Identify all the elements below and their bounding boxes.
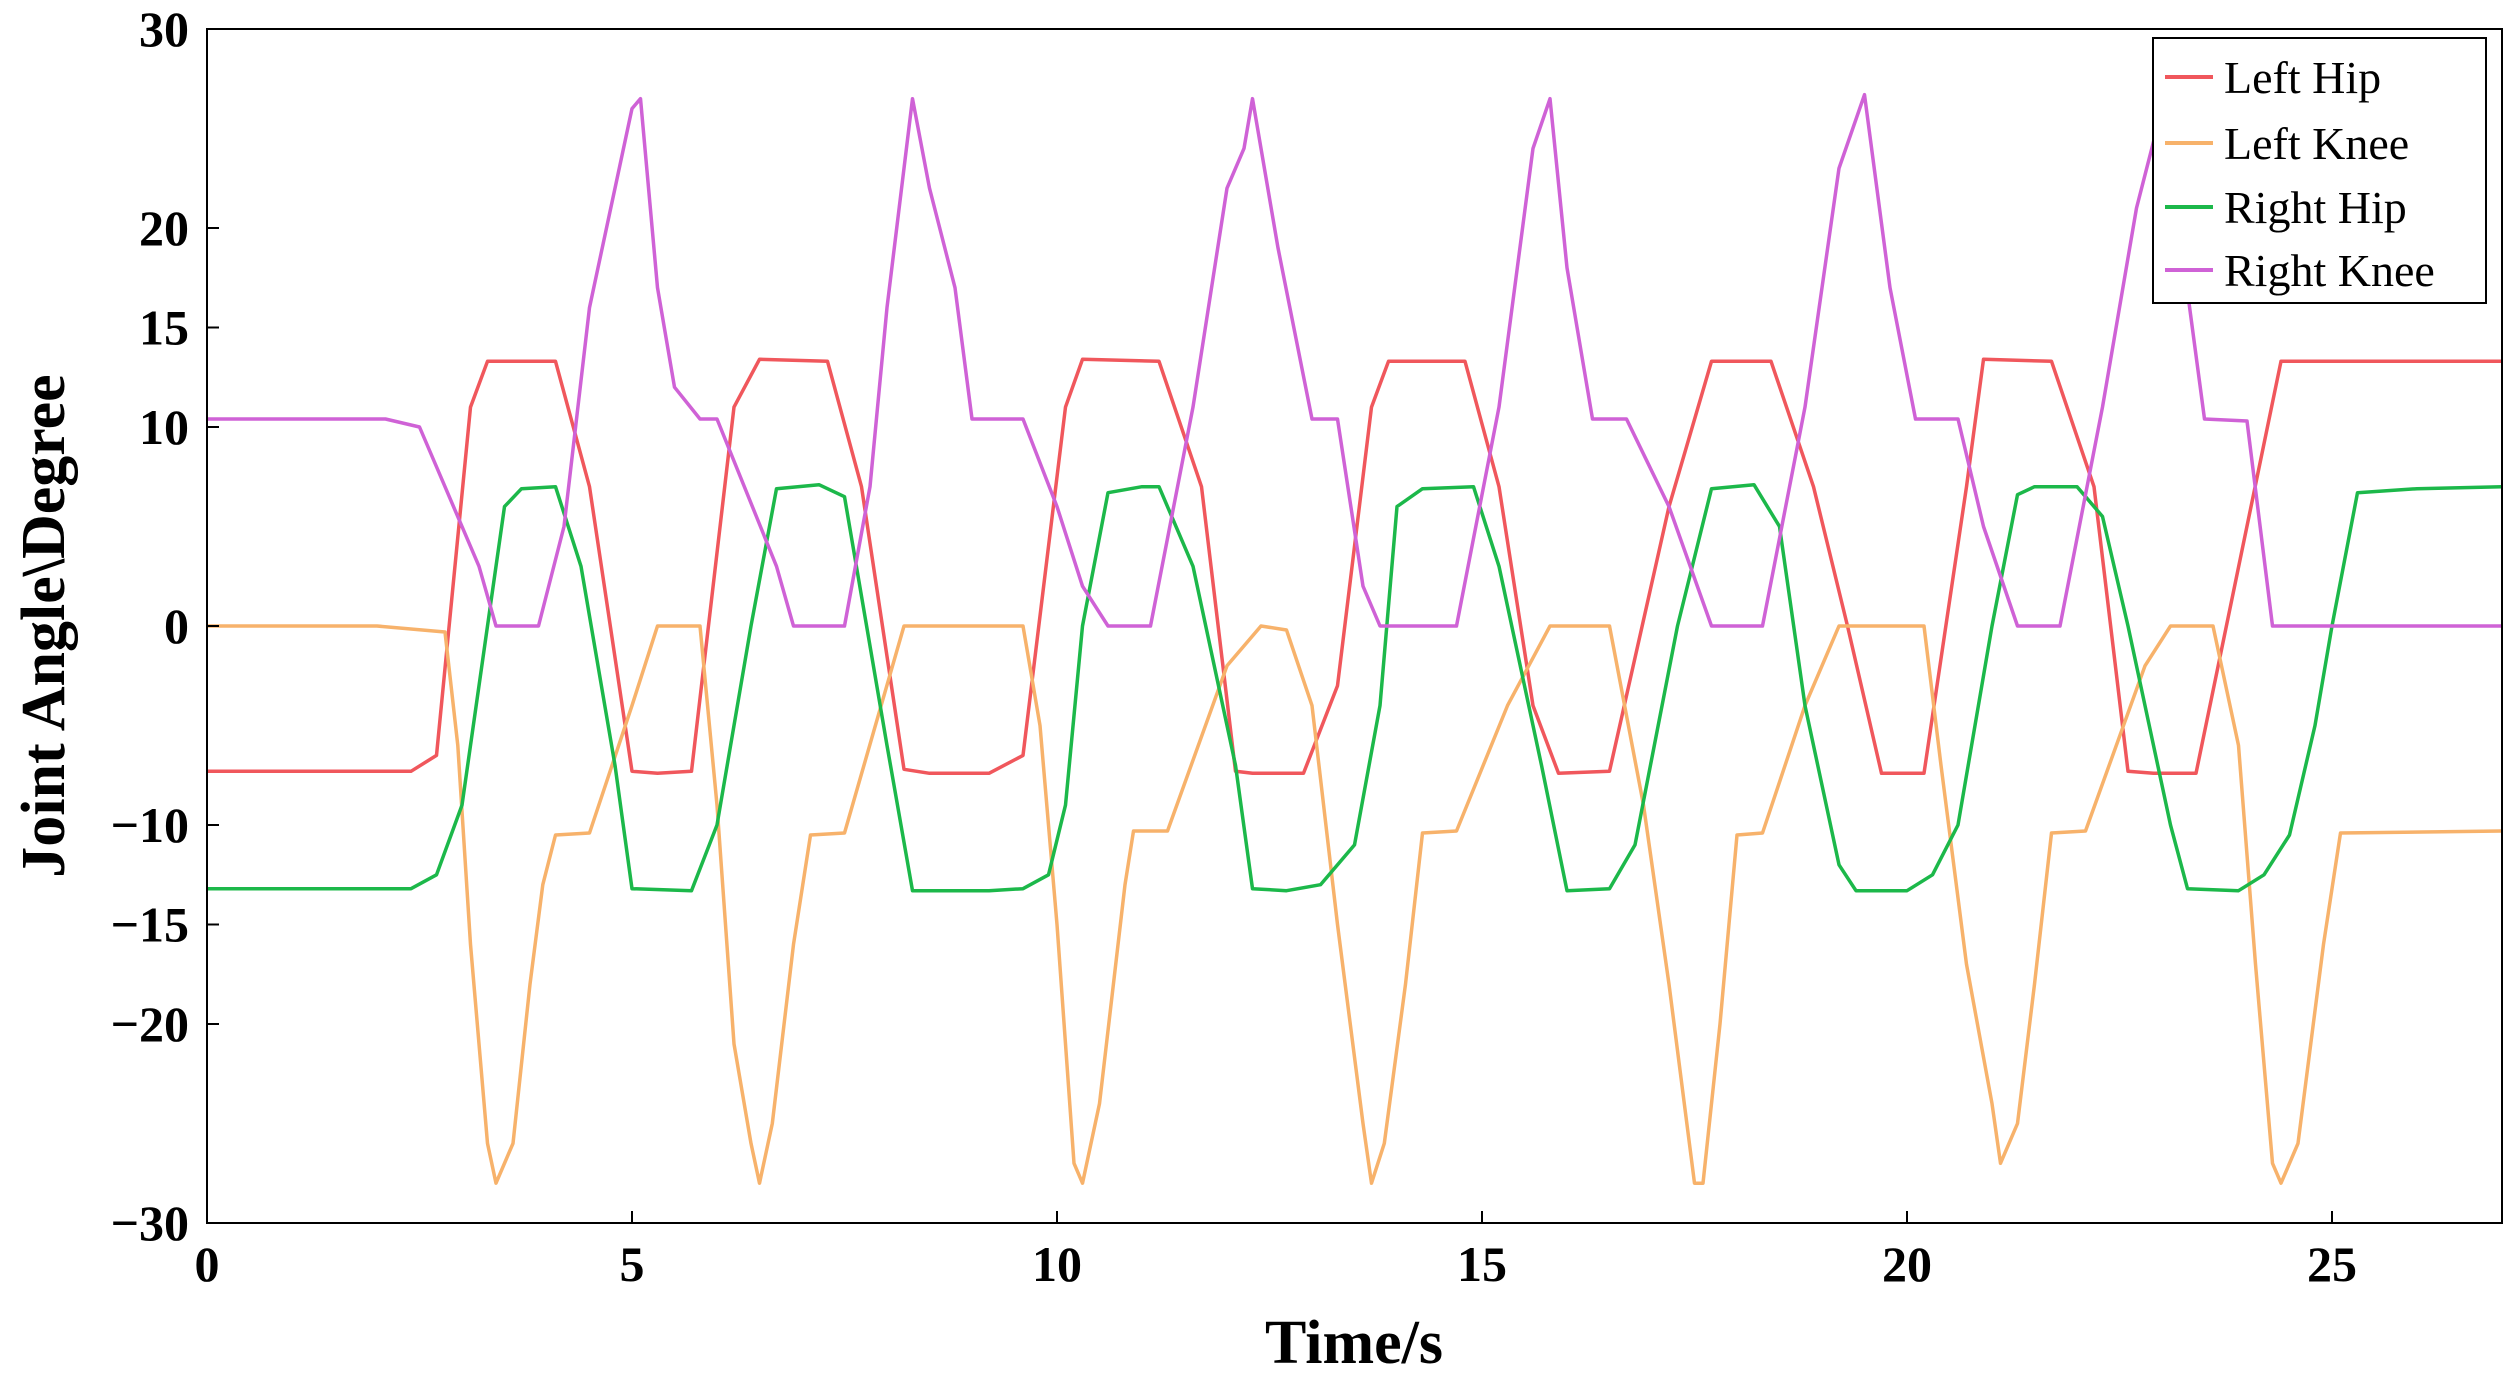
x-tick-label: 20 (1882, 1236, 1932, 1292)
series-line-left-knee (207, 624, 2503, 1185)
x-tick-label: 5 (620, 1236, 645, 1292)
y-axis-title: Joint Angle\Degree (10, 374, 78, 877)
series-layer (207, 92, 2503, 1185)
legend-label-left-knee: Left Knee (2224, 118, 2409, 169)
x-axis-title: Time/s (1265, 1309, 1443, 1377)
y-tick-label: −15 (111, 897, 190, 953)
y-tick-label: 15 (139, 300, 189, 356)
series-line-right-hip (207, 482, 2503, 893)
legend-label-left-hip: Left Hip (2224, 52, 2381, 103)
y-tick-label: −20 (111, 996, 190, 1052)
y-tick-label: 20 (139, 200, 189, 256)
axes-layer: 0 5 10 15 20 25 −30 −20 −15 −10 0 10 15 20 30 (111, 1, 2358, 1292)
series-line-left-hip (207, 357, 2502, 776)
series-line-right-knee (207, 92, 2502, 628)
x-tick-label: 25 (2307, 1236, 2357, 1292)
y-tick-label: 30 (139, 1, 189, 57)
y-tick-label: 10 (139, 399, 189, 455)
legend-label-right-knee: Right Knee (2224, 245, 2435, 296)
y-tick-label: −10 (111, 797, 190, 853)
x-tick-label: 0 (195, 1236, 220, 1292)
legend: Left Hip Left Knee Right Hip Right Knee (2152, 37, 2487, 304)
x-tick-label: 10 (1032, 1236, 1082, 1292)
legend-box (2152, 37, 2487, 304)
y-tick-label: −30 (111, 1195, 190, 1251)
x-tick-label: 15 (1457, 1236, 1507, 1292)
legend-label-right-hip: Right Hip (2224, 182, 2407, 233)
y-tick-label: 0 (164, 598, 189, 654)
